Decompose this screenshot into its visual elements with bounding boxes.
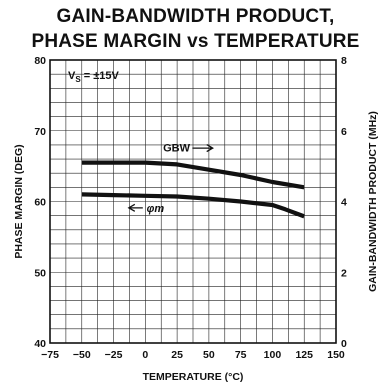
x-tick-label: 50 bbox=[203, 349, 215, 361]
grid-lines bbox=[50, 60, 336, 343]
x-tick-label: −75 bbox=[41, 349, 59, 361]
data-series bbox=[81, 160, 305, 219]
chart-title-line2: PHASE MARGIN vs TEMPERATURE bbox=[31, 31, 360, 52]
y-left-tick-label: 40 bbox=[34, 338, 46, 350]
x-tick-label: 0 bbox=[142, 349, 148, 361]
y-right-tick-label: 6 bbox=[341, 126, 347, 138]
condition-label: VS = ±15V bbox=[68, 70, 119, 84]
y-right-tick-labels: 0 2 4 6 8 bbox=[341, 55, 347, 350]
y-left-tick-label: 50 bbox=[34, 267, 46, 279]
x-tick-label: 125 bbox=[295, 349, 313, 361]
y-right-tick-label: 4 bbox=[341, 197, 347, 209]
condition-prefix: V bbox=[68, 70, 76, 82]
x-tick-label: 100 bbox=[264, 349, 282, 361]
y-left-tick-label: 70 bbox=[34, 126, 46, 138]
x-tick-label: 25 bbox=[171, 349, 183, 361]
y-right-tick-label: 8 bbox=[341, 55, 347, 67]
condition-subscript: S bbox=[75, 75, 81, 84]
condition-value: = ±15V bbox=[81, 70, 120, 82]
x-axis-title: TEMPERATURE (°C) bbox=[143, 371, 244, 383]
plot-frame bbox=[49, 59, 337, 344]
y-left-tick-label: 80 bbox=[34, 55, 46, 67]
series-line-phase-margin bbox=[81, 192, 305, 219]
y-left-tick-labels: 40 50 60 70 80 bbox=[34, 55, 46, 350]
chart-title-line1: GAIN-BANDWIDTH PRODUCT, bbox=[56, 6, 335, 27]
x-tick-label: 150 bbox=[327, 349, 345, 361]
series-line-gbw bbox=[81, 160, 305, 190]
gbw-arrow-icon bbox=[192, 144, 214, 153]
y-right-tick-label: 2 bbox=[341, 267, 347, 279]
phase-margin-arrow-icon bbox=[127, 203, 143, 212]
y-right-axis-title: GAIN-BANDWIDTH PRODUCT (MHz) bbox=[367, 111, 379, 292]
x-tick-label: −25 bbox=[105, 349, 123, 361]
x-tick-label: −50 bbox=[73, 349, 91, 361]
y-left-axis-title: PHASE MARGIN (DEG) bbox=[13, 144, 25, 258]
x-tick-label: 75 bbox=[235, 349, 247, 361]
series-label-gbw: GBW bbox=[163, 143, 191, 155]
y-right-tick-label: 0 bbox=[341, 338, 347, 350]
y-left-tick-label: 60 bbox=[34, 197, 46, 209]
series-label-phase-margin: φm bbox=[147, 203, 165, 215]
x-tick-labels: −75 −50 −25 0 25 50 75 100 125 150 bbox=[41, 349, 345, 361]
